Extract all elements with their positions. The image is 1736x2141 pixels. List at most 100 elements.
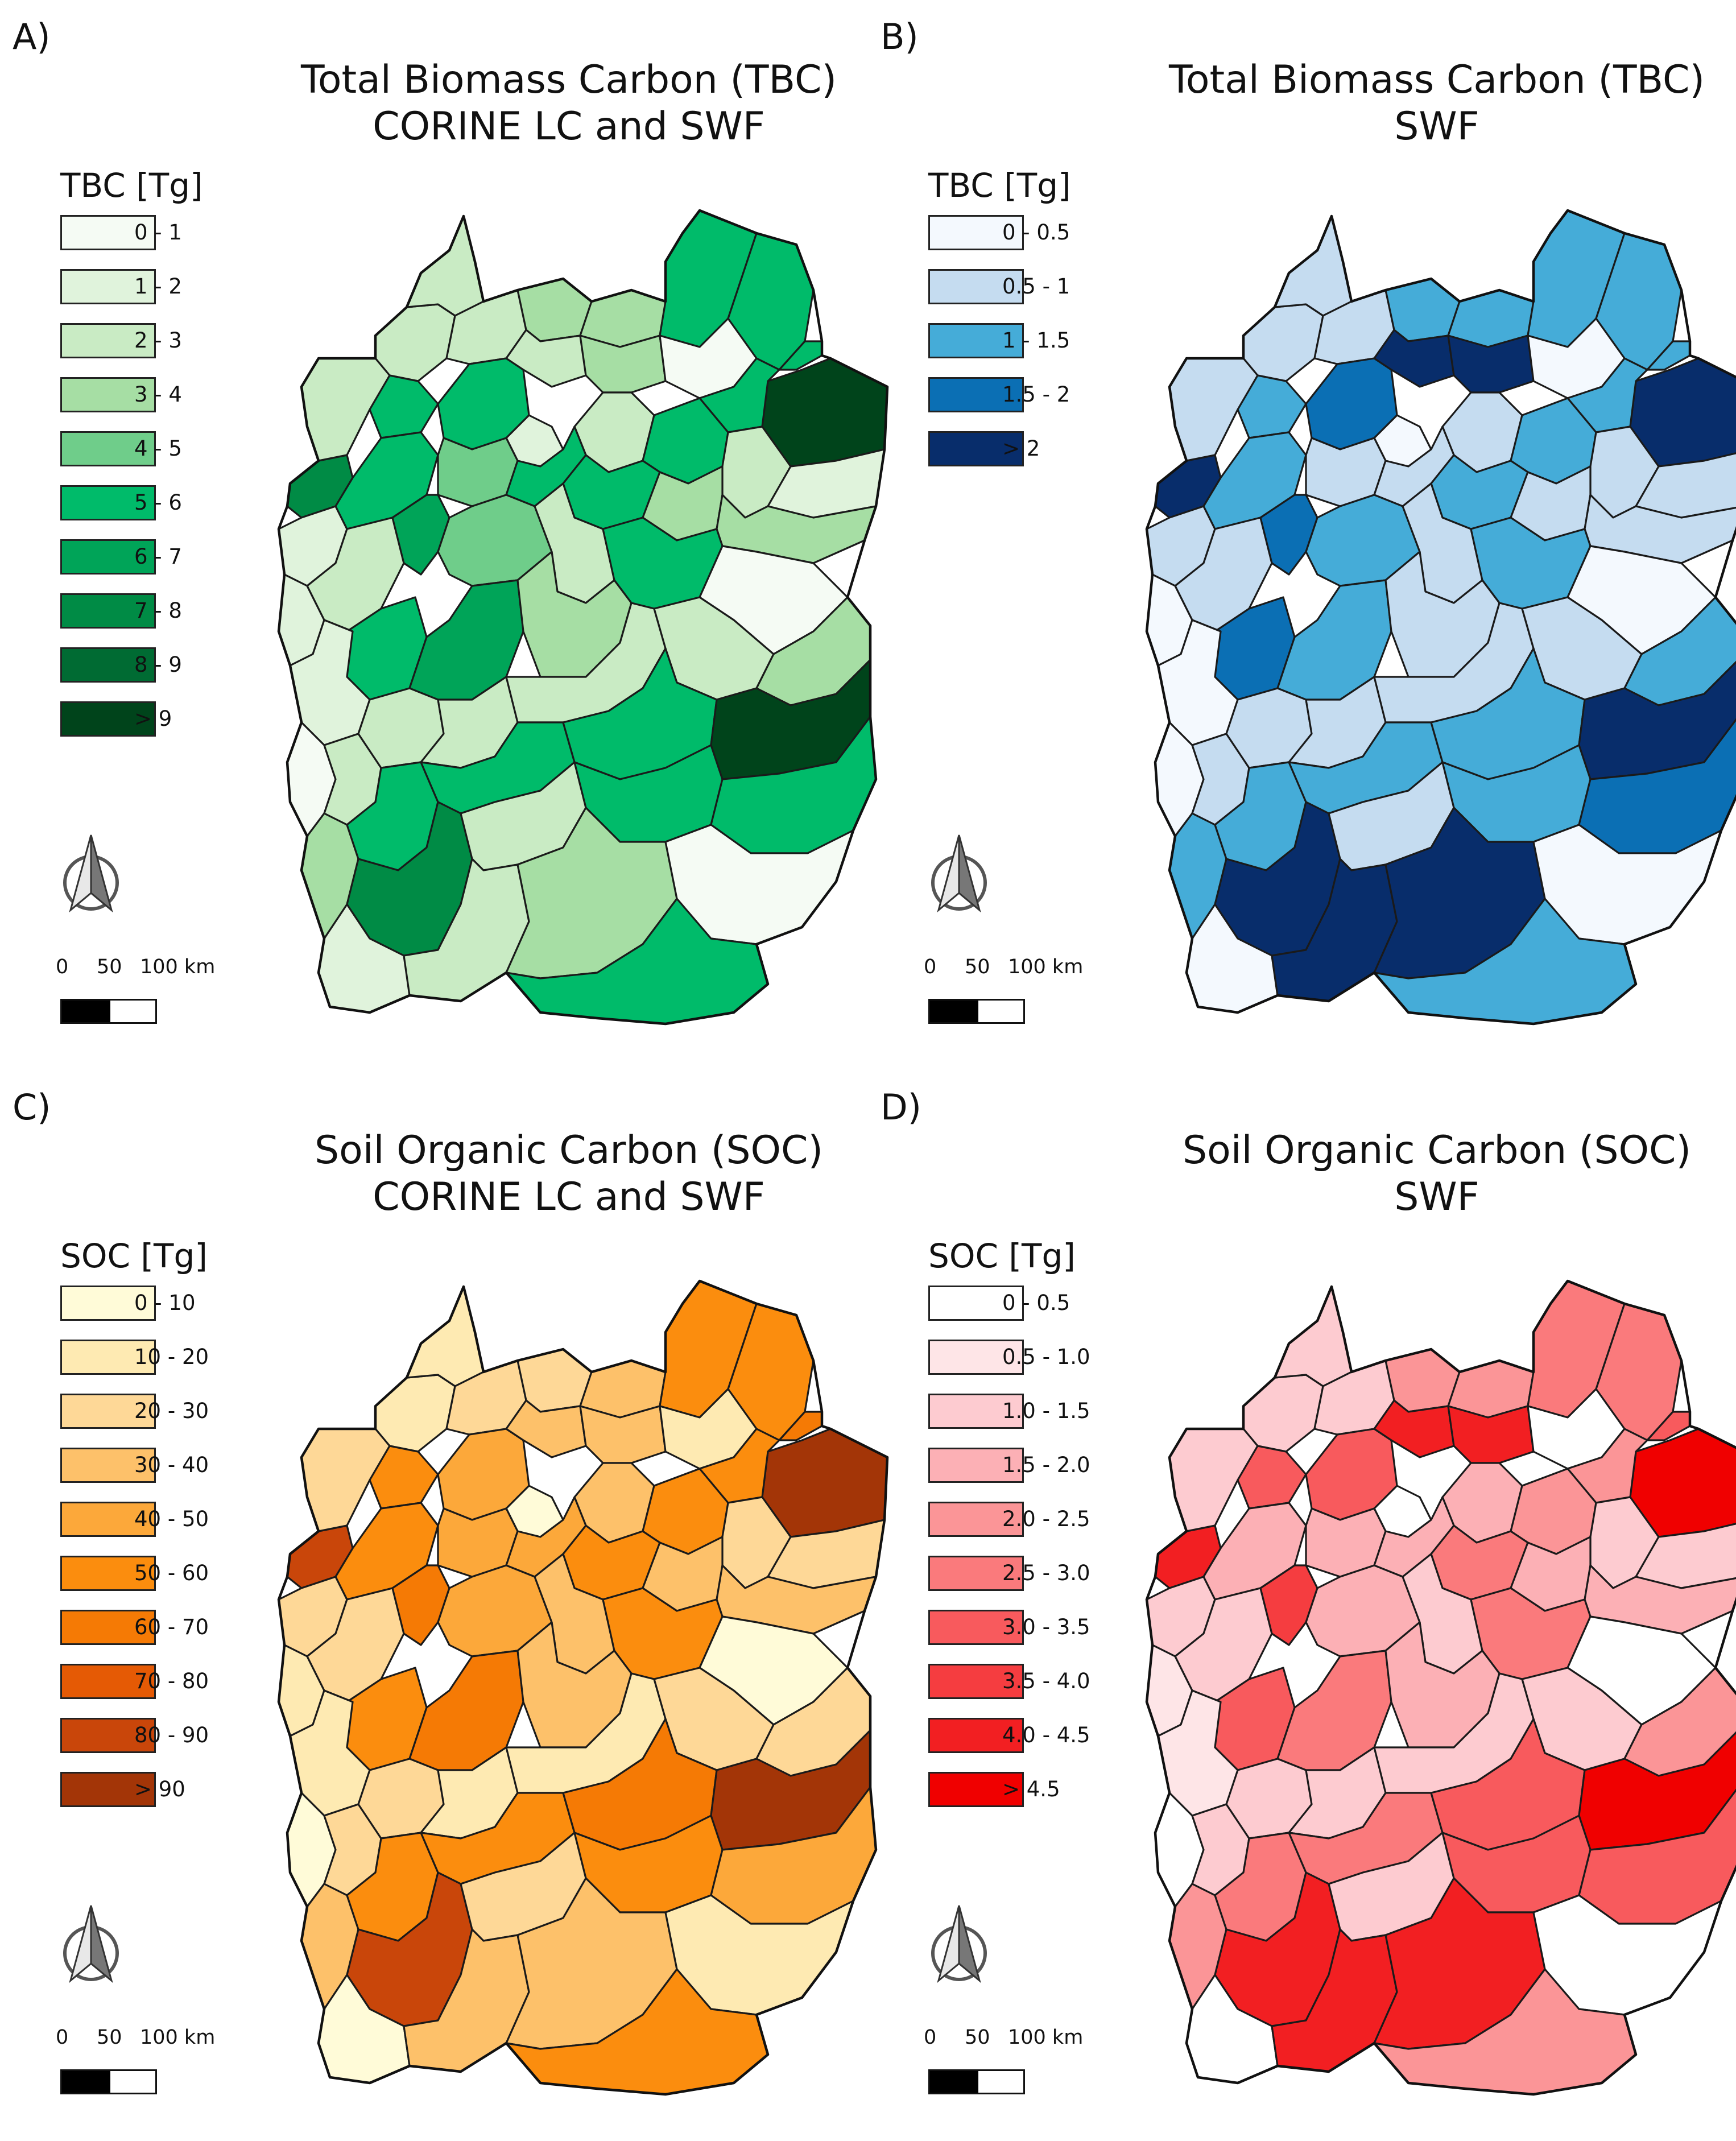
legend-label: 0.5 - 1.0: [1002, 1345, 1090, 1369]
map-title-line1: Soil Organic Carbon (SOC): [1182, 1128, 1692, 1173]
legend-swatch: [928, 1502, 1024, 1537]
north-arrow-icon: [57, 830, 125, 916]
legend-label: 50 - 60: [134, 1561, 209, 1585]
map-title: Total Biomass Carbon (TBC) CORINE LC and …: [273, 57, 865, 150]
map-title-line2: SWF: [1394, 104, 1479, 149]
legend-swatch: [928, 377, 1024, 412]
legend-swatch: [60, 1610, 156, 1645]
map-title: Soil Organic Carbon (SOC) SWF: [1141, 1127, 1733, 1221]
scale-label: 50: [965, 2026, 990, 2049]
map-title-line2: SWF: [1394, 1175, 1479, 1220]
legend-swatch: [60, 485, 156, 520]
choropleth-map: [277, 209, 889, 1026]
legend-label: 60 - 70: [134, 1615, 209, 1639]
scale-bar: [60, 999, 157, 1024]
legend-label: 1.5 - 2.0: [1002, 1453, 1090, 1477]
map-title-line1: Soil Organic Carbon (SOC): [314, 1128, 824, 1173]
legend-swatch: [928, 431, 1024, 466]
legend-label: 7 - 8: [134, 598, 182, 623]
legend-label: > 4.5: [1002, 1777, 1060, 1801]
legend-swatch: [928, 1664, 1024, 1699]
legend-swatch: [60, 1286, 156, 1321]
map-region: [391, 494, 450, 576]
map-region: [1242, 1374, 1324, 1453]
map-region: [1274, 1286, 1353, 1387]
legend-swatch: [928, 1448, 1024, 1483]
legend-swatch: [928, 323, 1024, 358]
legend-swatch: [60, 215, 156, 250]
scale-label: 50: [97, 956, 122, 978]
legend-swatch: [60, 1502, 156, 1537]
map-region: [1373, 329, 1455, 388]
legend-label: 3 - 4: [134, 382, 182, 407]
country-outline: [277, 1279, 889, 2096]
legend-label: 0 - 10: [134, 1291, 196, 1315]
legend-swatch: [60, 539, 156, 574]
legend-swatch: [60, 1448, 156, 1483]
map-region: [406, 215, 485, 317]
legend-label: > 90: [134, 1777, 185, 1801]
legend-swatch: [60, 269, 156, 304]
panel-d: D) Soil Organic Carbon (SOC) SWF SOC [Tg] 0 …: [868, 1070, 1736, 2141]
choropleth-map: [1145, 209, 1736, 1026]
scale-bar-black-segment: [62, 2071, 110, 2093]
north-arrow-icon: [57, 1901, 125, 1986]
legend-label: 3.5 - 4.0: [1002, 1669, 1090, 1693]
map-region: [1646, 1411, 1691, 1441]
legend-swatch: [928, 269, 1024, 304]
map-region: [1259, 1564, 1318, 1646]
legend-label: 3.0 - 3.5: [1002, 1615, 1090, 1639]
legend-label: 2.0 - 2.5: [1002, 1507, 1090, 1531]
legend-swatch: [60, 1394, 156, 1429]
legend-label: 4 - 5: [134, 436, 182, 461]
panel-label: B): [881, 16, 919, 57]
map-region: [1259, 494, 1318, 576]
scale-label: 100 km: [1008, 2026, 1084, 2049]
legend-label: 20 - 30: [134, 1399, 209, 1423]
map-title-line1: Total Biomass Carbon (TBC): [1168, 57, 1705, 102]
legend-title: TBC [Tg]: [928, 166, 1071, 205]
map-region: [1373, 1399, 1455, 1458]
legend-title: SOC [Tg]: [928, 1237, 1076, 1275]
scale-label: 0: [924, 956, 937, 978]
legend-label: > 9: [134, 706, 172, 731]
legend-swatch: [928, 1394, 1024, 1429]
choropleth-map: [1145, 1279, 1736, 2096]
scale-bar-black-segment: [930, 1001, 978, 1022]
panel-a: A) Total Biomass Carbon (TBC) CORINE LC an…: [0, 0, 889, 1070]
legend-label: 70 - 80: [134, 1669, 209, 1693]
scale-bar-black-segment: [930, 2071, 978, 2093]
legend-label: 0.5 - 1: [1002, 274, 1070, 299]
scale-label: 100 km: [140, 2026, 216, 2049]
north-arrow-icon: [925, 830, 993, 916]
legend-label: 1 - 2: [134, 274, 182, 299]
legend-label: 1.5 - 2: [1002, 382, 1070, 407]
scale-bar: [928, 2069, 1025, 2094]
scale-label: 100 km: [1008, 956, 1084, 978]
map-region: [778, 1411, 823, 1441]
legend-label: 4.0 - 4.5: [1002, 1723, 1090, 1747]
map-region: [406, 1286, 485, 1387]
scale-label: 50: [97, 2026, 122, 2049]
legend-swatch: [928, 1718, 1024, 1753]
panel-label: A): [13, 16, 51, 57]
map-region: [374, 1374, 456, 1453]
north-arrow-icon: [925, 1901, 993, 1986]
legend-title: SOC [Tg]: [60, 1237, 208, 1275]
legend-label: 0 - 0.5: [1002, 1291, 1070, 1315]
legend-swatch: [60, 1664, 156, 1699]
map-title-line2: CORINE LC and SWF: [373, 1175, 765, 1220]
map-region: [1242, 303, 1324, 382]
panel-c: C) Soil Organic Carbon (SOC) CORINE LC and…: [0, 1070, 889, 2141]
legend-title: TBC [Tg]: [60, 166, 203, 205]
legend-swatch: [60, 1718, 156, 1753]
map-region: [505, 329, 587, 388]
map-region: [778, 340, 823, 371]
scale-label: 0: [924, 2026, 937, 2049]
legend-label: 1 - 1.5: [1002, 328, 1070, 353]
legend-swatch: [60, 701, 156, 737]
legend-swatch: [60, 647, 156, 683]
legend-swatch: [60, 431, 156, 466]
panel-label: D): [881, 1086, 921, 1128]
scale-label: 50: [965, 956, 990, 978]
